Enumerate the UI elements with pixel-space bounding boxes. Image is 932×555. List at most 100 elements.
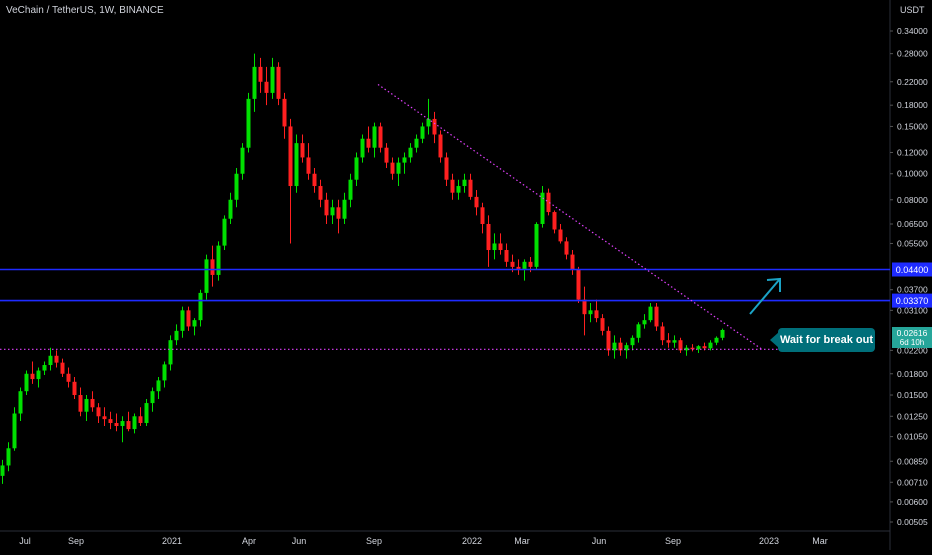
candle-body (150, 391, 155, 404)
candle-body (660, 326, 665, 341)
candle-body (366, 138, 371, 148)
time-tick-label: Mar (812, 536, 828, 546)
candle-body (60, 362, 65, 374)
candle-body (414, 138, 419, 148)
candle-body (258, 66, 263, 82)
time-tick-label: Sep (665, 536, 681, 546)
candle-body (162, 364, 167, 381)
candle-body (516, 266, 521, 270)
candle-body (336, 207, 341, 219)
candle-body (570, 254, 575, 270)
time-tick-label: 2022 (462, 536, 482, 546)
current-price-label: 0.02616 (897, 328, 928, 338)
candle-body (12, 413, 17, 449)
price-tick-label: 0.18000 (897, 100, 928, 110)
candle-body (624, 345, 629, 351)
price-tick-label: 0.22000 (897, 77, 928, 87)
candle-body (696, 346, 701, 350)
candle-body (156, 380, 161, 392)
price-tick-label: 0.12000 (897, 147, 928, 157)
level-price-badge (892, 262, 932, 277)
time-tick-label: Sep (366, 536, 382, 546)
breakout-arrow-icon (749, 279, 780, 315)
candle-body (594, 310, 599, 319)
candle-body (666, 340, 671, 343)
candle-body (408, 147, 413, 158)
candle-body (372, 126, 377, 148)
price-tick-label: 0.08000 (897, 195, 928, 205)
price-tick-label: 0.03100 (897, 305, 928, 315)
candle-body (300, 143, 305, 158)
candle-body (90, 398, 95, 408)
candle-body (498, 243, 503, 251)
candle-body (684, 347, 689, 351)
candle-body (72, 381, 77, 396)
time-tick-label: Jun (592, 536, 607, 546)
candle-body (126, 421, 131, 430)
candle-body (558, 229, 563, 242)
candle-body (294, 143, 299, 187)
candle-body (552, 212, 557, 230)
candle-body (636, 324, 641, 338)
candle-body (222, 218, 227, 246)
candle-body (564, 241, 569, 255)
candle-body (180, 310, 185, 331)
price-tick-label: 0.01500 (897, 390, 928, 400)
candle-body (612, 342, 617, 351)
candle-body (216, 245, 221, 275)
candle-body (600, 318, 605, 331)
candle-body (192, 320, 197, 327)
price-tick-label: 0.10000 (897, 169, 928, 179)
candle-body (318, 186, 323, 200)
candle-body (582, 299, 587, 315)
price-tick-label: 0.00710 (897, 477, 928, 487)
annotation-callout[interactable]: Wait for break out (778, 328, 875, 352)
candle-body (720, 329, 725, 338)
candle-body (30, 373, 35, 380)
candle-body (102, 416, 107, 420)
callout-pointer (770, 332, 779, 348)
candle-body (642, 320, 647, 325)
level-price-label: 0.04400 (896, 265, 929, 275)
candle-body (420, 126, 425, 139)
candle-body (378, 126, 383, 148)
candle-body (18, 391, 23, 414)
candle-body (324, 199, 329, 216)
candle-body (234, 173, 239, 200)
price-tick-label: 0.01050 (897, 432, 928, 442)
candle-body (474, 196, 479, 208)
candle-body (264, 81, 269, 93)
candle-body (588, 310, 593, 315)
candle-body (84, 398, 89, 412)
candle-body (510, 261, 515, 267)
candle-body (534, 223, 539, 267)
price-tick-label: 0.05500 (897, 238, 928, 248)
price-tick-label: 0.03700 (897, 285, 928, 295)
candle-body (42, 365, 47, 371)
candle-body (618, 342, 623, 351)
candle-body (486, 223, 491, 251)
candle-body (354, 157, 359, 180)
candle-body (462, 179, 467, 187)
candle-body (120, 421, 125, 427)
candle-body (312, 173, 317, 187)
candle-body (528, 261, 533, 267)
price-tick-label: 0.01800 (897, 369, 928, 379)
candle-body (708, 342, 713, 349)
candle-body (252, 66, 257, 99)
candle-body (36, 370, 41, 380)
candle-body (714, 337, 719, 343)
candle-body (96, 407, 101, 417)
candle-body (168, 340, 173, 365)
level-price-label: 0.03370 (896, 296, 929, 306)
candle-body (480, 207, 485, 224)
candle-body (678, 340, 683, 351)
candle-body (456, 186, 461, 193)
candle-body (540, 192, 545, 224)
price-tick-label: 0.06500 (897, 219, 928, 229)
candle-body (246, 98, 251, 148)
candle-body (270, 66, 275, 93)
time-tick-label: Mar (514, 536, 530, 546)
